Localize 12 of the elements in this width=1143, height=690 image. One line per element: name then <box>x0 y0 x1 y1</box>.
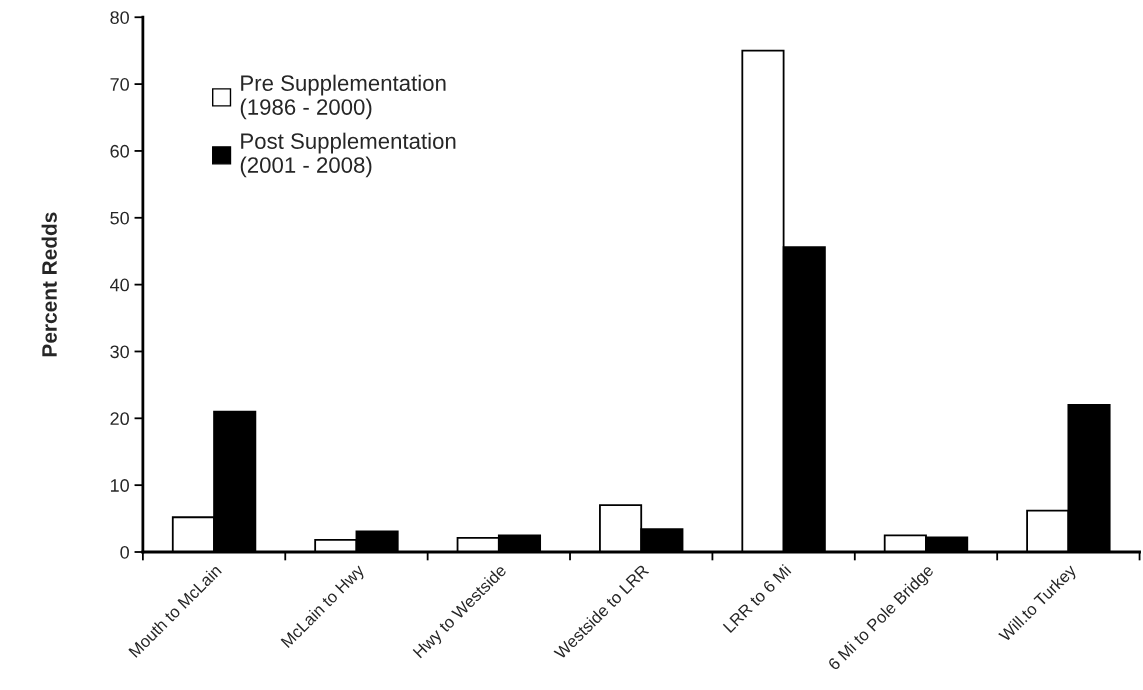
y-tick-label: 60 <box>110 144 129 158</box>
y-tick-label: 50 <box>110 211 129 225</box>
y-tick-label: 30 <box>110 345 129 359</box>
y-tick-label: 10 <box>110 479 129 492</box>
y-tick-label: 40 <box>110 278 129 292</box>
legend-label: Post Supplementation (2001 - 2008) <box>240 132 456 178</box>
y-tick-label: 80 <box>110 11 129 24</box>
y-tick-label: 0 <box>120 545 129 559</box>
legend-label: Pre Supplementation (1986 - 2000) <box>240 74 446 120</box>
y-axis-title: Percent Redds <box>41 212 57 357</box>
y-tick-label: 70 <box>110 78 129 91</box>
y-tick-label: 20 <box>110 412 129 426</box>
